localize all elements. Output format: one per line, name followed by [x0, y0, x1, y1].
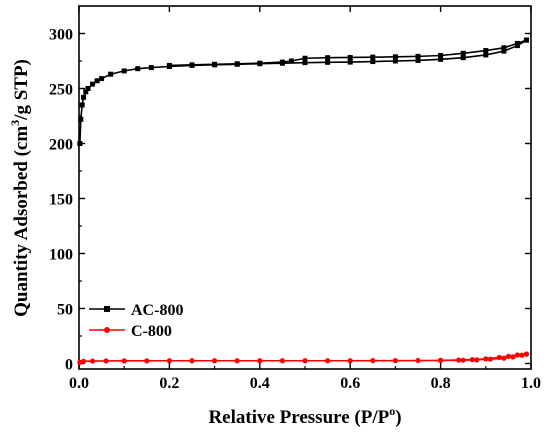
data-point-ac800 [302, 60, 308, 66]
data-point-ac800 [90, 81, 96, 87]
data-point-ac800 [325, 55, 331, 61]
data-point-ac800 [302, 55, 308, 61]
data-point-ac800 [523, 37, 529, 43]
data-point-c800 [80, 358, 87, 364]
y-tick-label: 250 [49, 82, 73, 99]
data-point-ac800 [234, 61, 240, 67]
y-tick-label: 0 [65, 357, 73, 374]
data-point-ac800 [392, 58, 398, 64]
data-point-c800 [121, 358, 127, 364]
data-point-c800 [505, 353, 511, 359]
data-point-ac800 [257, 60, 263, 66]
data-point-ac800 [325, 59, 331, 65]
data-point-ac800 [514, 40, 520, 46]
data-point-c800 [469, 357, 475, 363]
plot-area [78, 5, 532, 370]
axis-ticks: 0.0 0.2 0.4 0.6 0.8 1.0 0 50 100 150 200 250 300 [49, 6, 541, 392]
x-tick-label: 0.4 [250, 375, 270, 392]
data-point-ac800 [501, 48, 507, 54]
data-point-ac800 [370, 54, 376, 60]
data-point-ac800 [135, 66, 141, 72]
data-point-c800 [514, 352, 521, 358]
legend: AC-800 C-800 [89, 302, 183, 340]
data-point-ac800 [347, 59, 353, 65]
data-point-c800 [302, 358, 308, 364]
data-point-c800 [325, 358, 331, 364]
x-tick-label: 0.2 [159, 375, 179, 392]
data-point-c800 [483, 356, 489, 362]
data-point-c800 [392, 358, 398, 364]
data-point-ac800 [94, 78, 100, 84]
data-point-ac800 [108, 71, 114, 77]
data-point-c800 [438, 357, 444, 363]
data-point-ac800 [79, 102, 85, 108]
y-tick-label: 50 [57, 302, 73, 319]
data-point-c800 [212, 358, 218, 364]
data-point-ac800 [392, 54, 398, 60]
y-tick-label: 150 [49, 192, 73, 209]
data-point-ac800 [279, 59, 285, 65]
data-point-ac800 [370, 59, 376, 65]
y-tick-label: 100 [49, 247, 73, 264]
data-point-c800 [166, 358, 172, 364]
data-point-ac800 [85, 86, 91, 91]
data-point-c800 [279, 358, 285, 364]
data-point-ac800 [415, 53, 421, 59]
data-point-c800 [496, 354, 502, 361]
data-point-ac800 [81, 94, 87, 100]
data-point-c800 [347, 358, 353, 364]
data-point-c800 [370, 358, 376, 364]
data-point-ac800 [121, 68, 127, 74]
data-point-c800 [103, 358, 109, 364]
data-point-ac800 [148, 65, 154, 71]
data-point-ac800 [347, 54, 353, 60]
data-point-ac800 [77, 141, 83, 146]
data-point-ac800 [288, 58, 294, 64]
data-point-ac800 [99, 76, 105, 82]
data-point-ac800 [438, 53, 444, 58]
data-point-ac800 [483, 52, 489, 58]
data-point-ac800 [83, 89, 89, 95]
x-tick-label: 0.8 [431, 375, 451, 392]
data-point-ac800 [212, 61, 218, 67]
y-tick-label: 300 [49, 27, 73, 44]
legend-marker-ac800 [104, 306, 110, 312]
data-point-ac800 [438, 56, 444, 62]
legend-marker-c800 [104, 327, 110, 333]
series-layer [77, 37, 530, 365]
data-point-ac800 [501, 45, 507, 51]
data-point-ac800 [415, 57, 421, 63]
x-tick-label: 0.0 [69, 375, 89, 392]
data-point-c800 [415, 357, 421, 364]
data-point-c800 [456, 357, 462, 363]
legend-label-ac800: AC-800 [131, 302, 183, 319]
data-point-c800 [89, 358, 96, 364]
data-point-c800 [144, 358, 150, 364]
y-axis-title: Quantity Adsorbed (cm3/g STP) [8, 59, 32, 317]
data-point-c800 [234, 358, 240, 364]
data-point-ac800 [166, 62, 172, 68]
y-tick-label: 200 [49, 137, 73, 154]
data-point-ac800 [78, 116, 84, 122]
legend-label-c800: C-800 [131, 323, 172, 340]
x-tick-label: 1.0 [521, 375, 541, 392]
data-point-ac800 [460, 55, 466, 61]
data-point-ac800 [189, 62, 195, 68]
data-point-c800 [257, 358, 263, 364]
x-tick-label: 0.6 [340, 375, 360, 392]
data-point-ac800 [483, 48, 489, 54]
data-point-c800 [523, 351, 530, 357]
x-axis-title: Relative Pressure (P/Po) [208, 404, 401, 428]
data-point-c800 [189, 358, 195, 364]
data-point-ac800 [460, 50, 466, 56]
